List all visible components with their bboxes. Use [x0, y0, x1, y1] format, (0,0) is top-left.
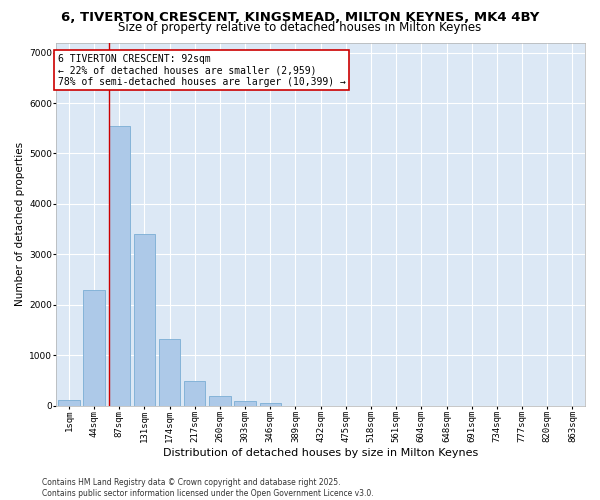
Bar [184, 381, 205, 406]
Bar [58, 400, 80, 406]
X-axis label: Distribution of detached houses by size in Milton Keynes: Distribution of detached houses by size … [163, 448, 478, 458]
Bar [83, 290, 105, 406]
Bar [109, 126, 130, 406]
Bar [235, 401, 256, 406]
Text: Contains HM Land Registry data © Crown copyright and database right 2025.
Contai: Contains HM Land Registry data © Crown c… [42, 478, 374, 498]
Bar [209, 396, 230, 406]
Text: 6, TIVERTON CRESCENT, KINGSMEAD, MILTON KEYNES, MK4 4BY: 6, TIVERTON CRESCENT, KINGSMEAD, MILTON … [61, 11, 539, 24]
Bar [134, 234, 155, 406]
Y-axis label: Number of detached properties: Number of detached properties [15, 142, 25, 306]
Bar [159, 339, 181, 406]
Bar [260, 403, 281, 406]
Text: 6 TIVERTON CRESCENT: 92sqm
← 22% of detached houses are smaller (2,959)
78% of s: 6 TIVERTON CRESCENT: 92sqm ← 22% of deta… [58, 54, 346, 87]
Text: Size of property relative to detached houses in Milton Keynes: Size of property relative to detached ho… [118, 21, 482, 34]
